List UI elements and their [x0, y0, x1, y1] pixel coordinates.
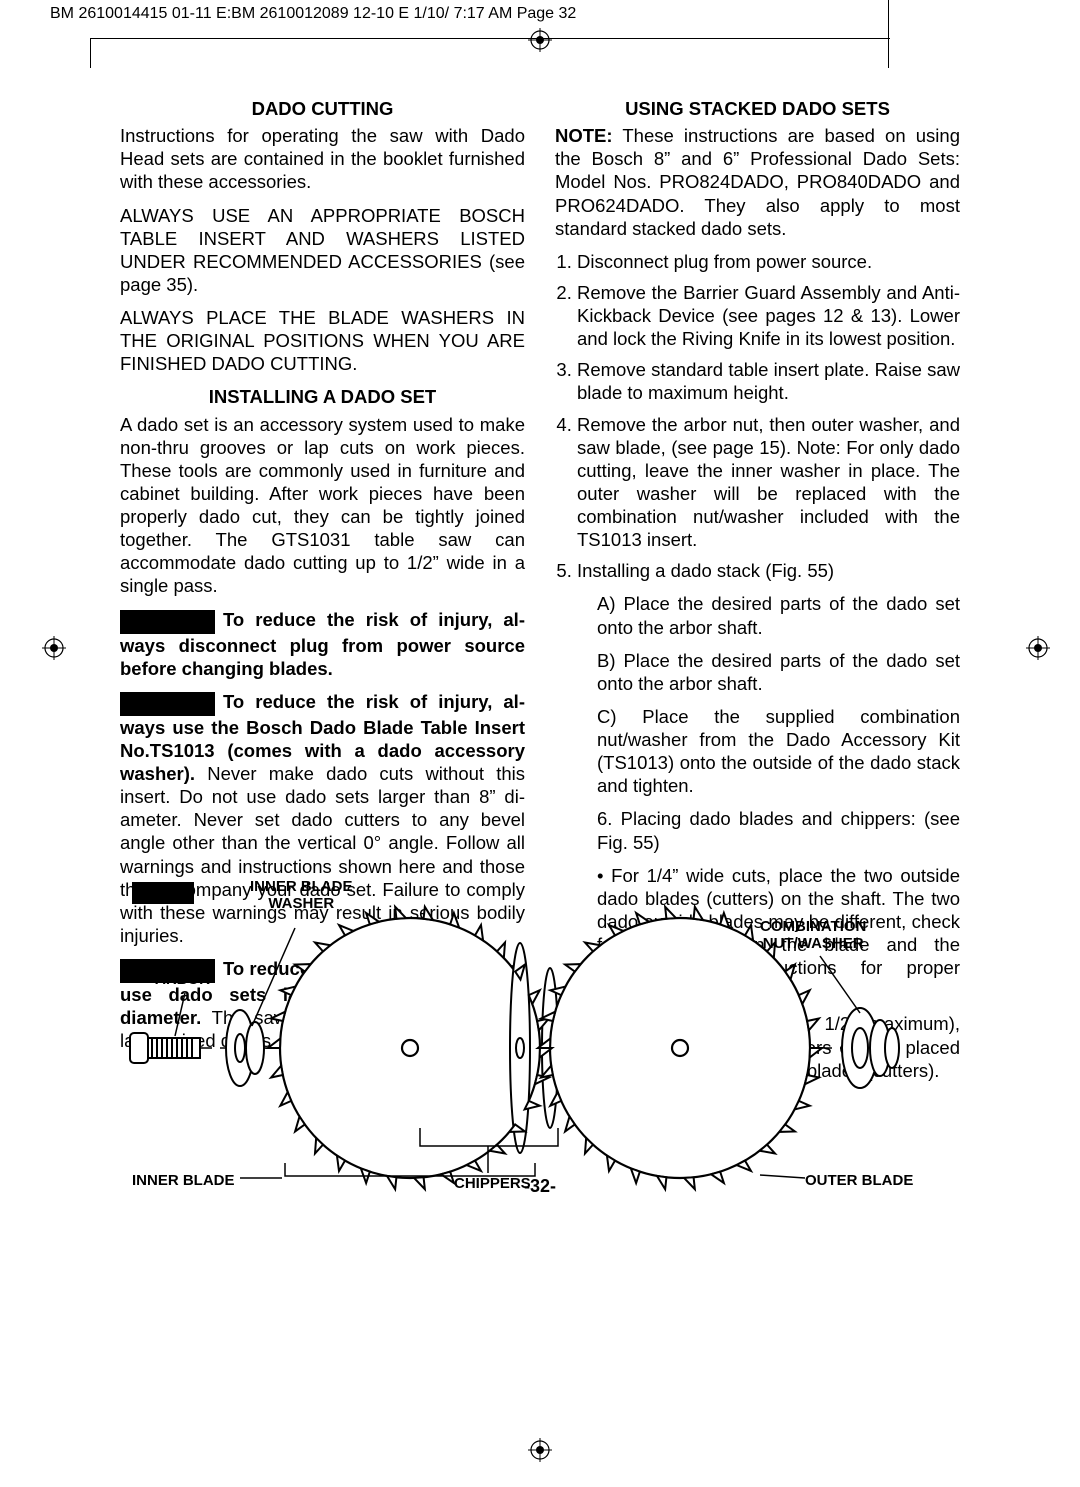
para: Instructions for operating the saw with … [120, 124, 525, 193]
label-inner-blade: INNER BLADE [132, 1172, 235, 1189]
crop-tick-right [888, 0, 890, 68]
heading-installing-dado: INSTALLING A DADO SET [120, 385, 525, 408]
sub-step: A) Place the desired parts of the dado s… [597, 592, 960, 638]
page-number: -32- [524, 1176, 556, 1197]
list-item: Remove the Barrier Guard Assembly and An… [577, 281, 960, 350]
para: ALWAYS PLACE THE BLADE WASHERS IN THE OR… [120, 306, 525, 375]
warning-para: To reduce the risk of injury, al­ways di… [120, 608, 525, 680]
sub-step: 6. Placing dado blades and chippers: (se… [597, 807, 960, 853]
para: A dado set is an accessory system used t… [120, 413, 525, 598]
registration-mark-top [528, 28, 552, 52]
label-outer-blade: OUTER BLADE [805, 1172, 913, 1189]
list-item: Disconnect plug from power source. [577, 250, 960, 273]
label-inner-blade-washer: INNER BLADEWASHER [250, 878, 353, 913]
print-header: BM 2610014415 01-11 E:BM 2610012089 12-1… [50, 5, 576, 23]
heading-stacked-dado: USING STACKED DADO SETS [555, 97, 960, 120]
note-para: NOTE: These instructions are based on us… [555, 124, 960, 240]
list-item: Remove the arbor nut, then outer washer,… [577, 413, 960, 552]
crop-line-top [90, 38, 890, 40]
figure-number-box [132, 882, 194, 904]
page: BM 2610014415 01-11 E:BM 2610012089 12-1… [0, 0, 1080, 1487]
list-item-text: Installing a dado stack (Fig. 55) [577, 560, 834, 581]
list-item: Remove standard table insert plate. Rais… [577, 358, 960, 404]
sub-step: C) Place the supplied combination nut/wa… [597, 705, 960, 798]
dado-figure: INNER BLADEWASHER ARBOR INNER BLADE CHIP… [120, 878, 960, 1193]
sub-step: B) Place the desired parts of the dado s… [597, 649, 960, 695]
warning-icon [120, 610, 215, 634]
crop-tick-left [90, 38, 92, 68]
registration-mark-right [1026, 636, 1050, 660]
heading-dado-cutting: DADO CUTTING [120, 97, 525, 120]
label-chippers: CHIPPERS [454, 1175, 531, 1192]
note-label: NOTE: [555, 125, 613, 146]
para: ALWAYS USE AN APPROPRIATE BOSCH TABLE IN… [120, 204, 525, 297]
label-arbor: ARBOR [155, 971, 210, 988]
note-text: These instructions are based on using th… [555, 125, 960, 239]
label-combination-nut: COMBINATIONNUT/WASHER [760, 918, 866, 953]
registration-mark-bottom [528, 1438, 552, 1462]
registration-mark-left [42, 636, 66, 660]
warning-icon [120, 692, 215, 716]
